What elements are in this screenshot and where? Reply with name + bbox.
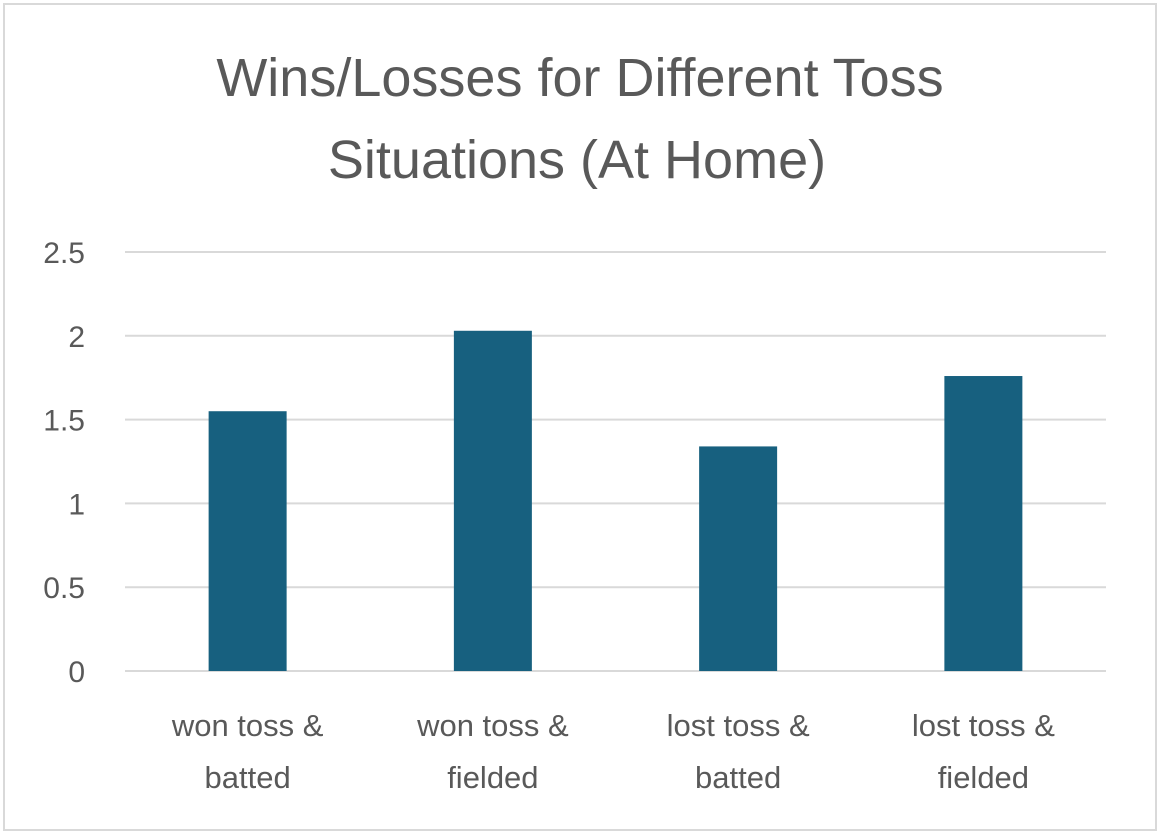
bar <box>453 330 532 671</box>
bar <box>699 446 778 671</box>
x-category-label: fielded <box>447 760 538 795</box>
y-tick-label: 0 <box>68 656 85 689</box>
x-category-label: won toss & <box>171 708 324 743</box>
y-tick-label: 1 <box>68 488 85 521</box>
x-category-label: won toss & <box>416 708 569 743</box>
y-tick-label: 2 <box>68 321 85 354</box>
y-tick-label: 0.5 <box>43 572 85 605</box>
x-category-label: batted <box>695 760 781 795</box>
x-category-label: lost toss & <box>667 708 810 743</box>
x-category-label: batted <box>205 760 291 795</box>
chart-title-line-1: Wins/Losses for Different Toss <box>216 48 943 108</box>
bar <box>208 411 287 671</box>
x-category-label: lost toss & <box>912 708 1055 743</box>
bars <box>208 330 1023 671</box>
x-axis-labels: won toss & batted won toss & fielded lost to… <box>171 708 1055 795</box>
chart-title-line-2: Situations (At Home) <box>328 130 826 190</box>
y-axis-ticks: 0 0.5 1 1.5 2 2.5 <box>43 237 85 689</box>
x-category-label: fielded <box>938 760 1029 795</box>
bar <box>944 376 1023 671</box>
y-tick-label: 2.5 <box>43 237 85 270</box>
chart-title: Wins/Losses for Different Toss Situation… <box>216 48 943 190</box>
gridlines <box>125 251 1106 672</box>
y-tick-label: 1.5 <box>43 405 85 438</box>
